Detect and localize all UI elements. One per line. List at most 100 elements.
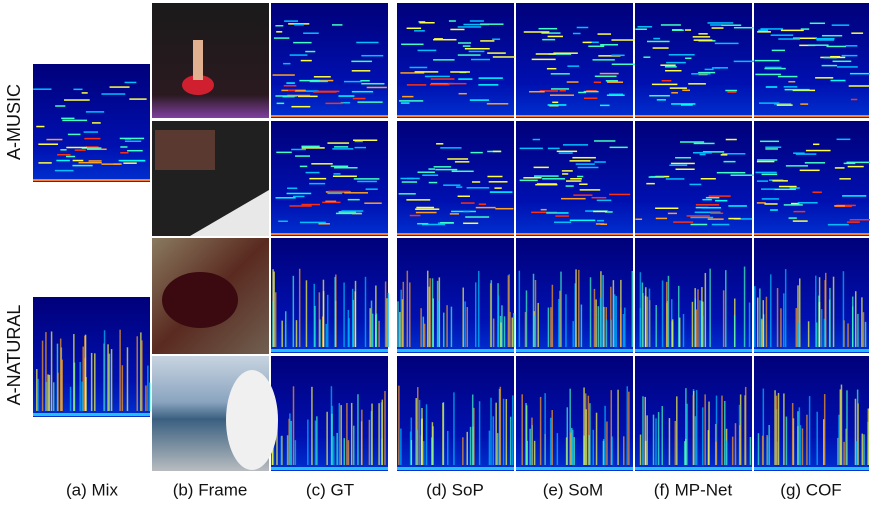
spectrogram-note	[289, 54, 308, 56]
spectrogram-note	[463, 222, 479, 225]
spectrogram-streak	[495, 402, 497, 465]
spectrogram-note	[451, 170, 474, 173]
spectrogram-note	[791, 202, 800, 205]
spectrogram-note	[578, 91, 587, 94]
spectrogram-streak	[496, 433, 499, 465]
spectrogram-note	[721, 24, 742, 26]
spectrogram-streak	[774, 390, 776, 465]
spectrogram-note	[800, 103, 809, 105]
spectrogram-streak	[450, 306, 453, 347]
spectrogram-streak	[292, 386, 295, 465]
spectrogram-streak	[525, 403, 527, 465]
spectrogram-note	[583, 97, 598, 99]
spectrogram-streak	[768, 424, 770, 465]
spectrogram-note	[440, 221, 454, 224]
spectrogram-streak	[326, 294, 329, 347]
spectrogram-note	[531, 58, 556, 61]
spectrogram-note	[322, 201, 341, 204]
spectrogram-streak	[357, 394, 359, 465]
spectrogram-streak	[325, 323, 328, 347]
spectrogram-note	[291, 105, 311, 108]
spectrogram-note	[733, 60, 755, 63]
spectrogram-streak	[715, 395, 718, 465]
spectrogram-note	[475, 206, 496, 209]
spectrogram-note	[109, 86, 130, 88]
spectrogram-note	[299, 165, 308, 168]
spectrogram-note	[596, 199, 612, 202]
spectrogram-note	[797, 202, 818, 204]
spectrogram-note	[579, 183, 588, 185]
spectrogram-streak	[595, 299, 597, 347]
spectrogram-streak	[521, 394, 523, 465]
spectrogram-streak	[84, 334, 87, 411]
spectrogram-note	[85, 146, 99, 148]
spectrogram-note	[699, 153, 706, 156]
spectrogram-note	[698, 71, 716, 74]
frame-boat	[226, 370, 278, 470]
spectrogram-streak	[402, 281, 405, 347]
spectrogram-streak	[686, 403, 688, 465]
spectrogram-streak	[655, 418, 657, 465]
spectrogram-note	[705, 196, 720, 199]
spectrogram-note	[311, 163, 333, 165]
spectrogram-note	[707, 22, 734, 24]
spectrogram-note	[707, 218, 724, 220]
spectrogram-streak	[824, 280, 826, 347]
spectrogram-note	[727, 91, 737, 93]
spectrogram-streak	[695, 309, 698, 347]
spectrogram	[33, 64, 150, 182]
spectrogram-note	[660, 64, 676, 66]
spectrogram-streak	[589, 277, 592, 347]
spectrogram-note	[120, 146, 128, 148]
spectrogram-streak	[639, 434, 642, 465]
spectrogram-streak	[603, 306, 605, 347]
spectrogram-note	[848, 85, 870, 87]
spectrogram-streak	[611, 436, 613, 465]
spectrogram-streak	[274, 292, 277, 347]
spectrogram-note	[276, 151, 292, 154]
spectrogram-streak	[466, 307, 469, 347]
spectrogram-streak	[668, 418, 671, 465]
spectrogram-streak	[733, 314, 736, 347]
spectrogram-note	[547, 35, 563, 38]
spectrogram-note	[788, 217, 797, 219]
spectrogram-note	[338, 95, 355, 97]
spectrogram-streak	[832, 276, 835, 347]
spectrogram-note	[680, 104, 693, 106]
spectrogram-streak	[670, 299, 673, 347]
spectrogram-streak	[343, 438, 346, 465]
spectrogram-note	[443, 184, 461, 186]
spectrogram-note	[777, 75, 798, 78]
spectrogram-streak	[126, 347, 129, 411]
spectrogram-note	[488, 181, 508, 183]
spectrogram-streak	[319, 319, 321, 347]
spectrogram-streak	[661, 406, 663, 465]
spectrogram-note	[83, 131, 99, 133]
spectrogram-streak	[502, 398, 505, 465]
spectrogram-note	[356, 41, 379, 44]
spectrogram-note	[300, 59, 312, 62]
spectrogram	[397, 238, 514, 353]
spectrogram-note	[830, 55, 841, 58]
spectrogram-note	[74, 149, 86, 151]
spectrogram-streak	[682, 314, 685, 347]
spectrogram-streak	[857, 313, 859, 347]
spectrogram-note	[561, 170, 573, 172]
spectrogram-streak	[307, 419, 309, 465]
spectrogram-note	[430, 78, 455, 80]
spectrogram-note	[492, 56, 516, 58]
spectrogram-note	[843, 162, 856, 165]
spectrogram-streak	[571, 427, 573, 465]
spectrogram-streak	[864, 321, 867, 347]
spectrogram-note	[688, 83, 706, 85]
spectrogram-streak	[500, 322, 502, 347]
spectrogram-note	[664, 66, 677, 68]
spectrogram-note	[670, 162, 695, 165]
spectrogram-base	[516, 349, 633, 352]
spectrogram-note	[448, 20, 456, 22]
spectrogram	[635, 238, 752, 353]
spectrogram-note	[287, 187, 298, 190]
spectrogram-note	[756, 160, 775, 163]
spectrogram-streak	[780, 308, 782, 347]
spectrogram-note	[55, 105, 66, 107]
